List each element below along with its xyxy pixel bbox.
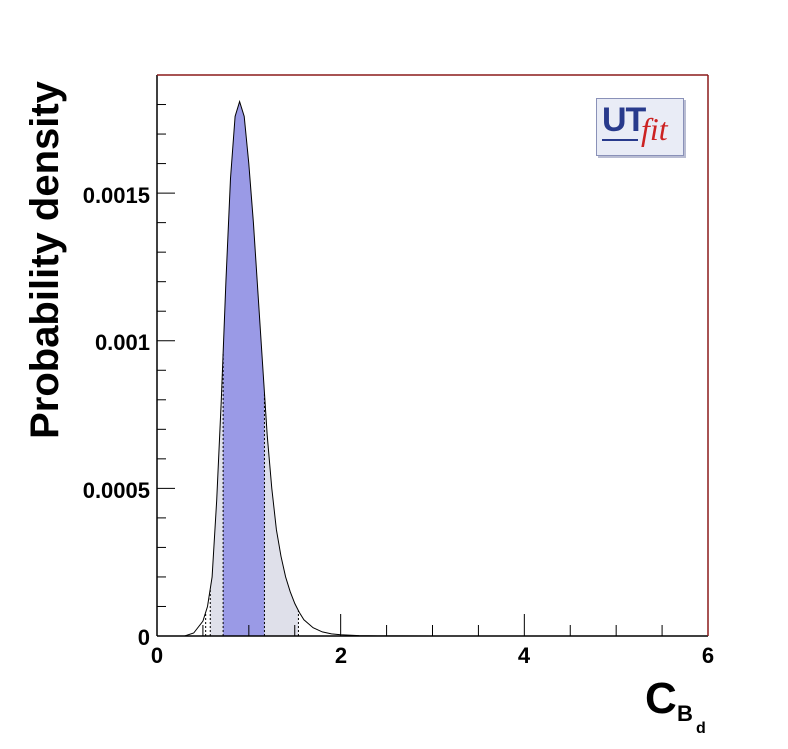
y-tick-label-1: 0.0005 <box>83 478 150 503</box>
logo-text-fit: fit <box>641 111 668 147</box>
y-tick-label-3: 0.0015 <box>83 183 150 208</box>
density-curve <box>184 99 433 637</box>
y-tick-label-2: 0.001 <box>95 330 150 355</box>
logo-text-ut: UT <box>602 101 646 139</box>
y-axis-title: Probability density <box>23 80 67 439</box>
axis-ticks <box>156 104 709 637</box>
utfit-logo: UT fit <box>596 98 684 156</box>
curve-group <box>184 99 433 637</box>
x-tick-label-0: 0 <box>151 643 163 668</box>
x-axis-title-subsub: d <box>696 720 706 737</box>
y-tick-labels: 0 0.0005 0.001 0.0015 <box>83 183 150 650</box>
plot-frame <box>156 74 709 637</box>
x-tick-label-1: 2 <box>335 643 347 668</box>
x-axis-title: C B d <box>645 674 706 737</box>
x-tick-label-3: 6 <box>702 643 714 668</box>
logo-underline <box>602 139 638 141</box>
x-tick-label-2: 4 <box>518 643 531 668</box>
x-tick-labels: 0 2 4 6 <box>151 643 714 668</box>
y-tick-label-0: 0 <box>138 625 150 650</box>
inner-interval-area <box>223 101 265 637</box>
interval-boundary-lines <box>205 352 299 636</box>
x-axis-title-sub: B <box>677 701 693 726</box>
x-axis-title-main: C <box>645 674 677 723</box>
